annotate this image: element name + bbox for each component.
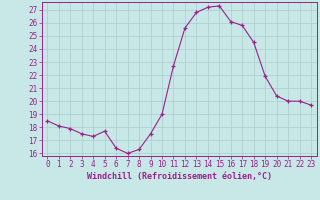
X-axis label: Windchill (Refroidissement éolien,°C): Windchill (Refroidissement éolien,°C): [87, 172, 272, 181]
